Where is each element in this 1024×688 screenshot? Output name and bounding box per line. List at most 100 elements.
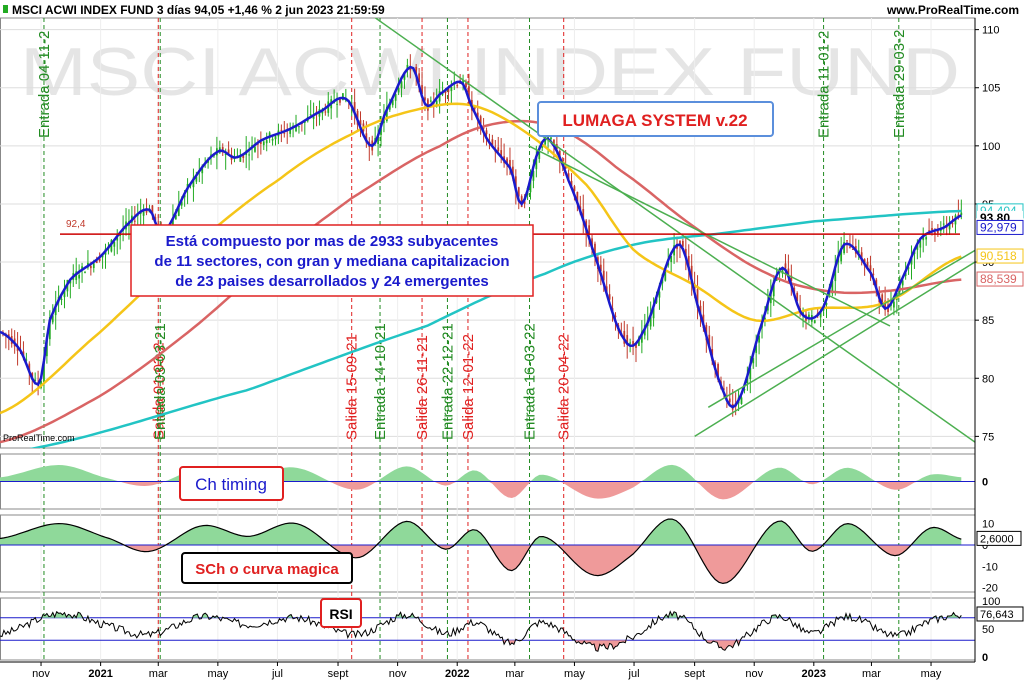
candle-body (262, 141, 265, 146)
candle-body (570, 180, 573, 187)
candle-body (514, 176, 517, 191)
candle-body (884, 300, 886, 311)
candle-body (881, 294, 884, 303)
candle-body (468, 86, 470, 104)
candle-body (925, 237, 928, 240)
candle-body (312, 116, 315, 119)
candle-body (98, 258, 101, 262)
candle-body (640, 331, 643, 343)
candle-body (151, 205, 154, 215)
candle-body (336, 103, 338, 105)
candle-body (224, 153, 227, 156)
x-tick-label: mar (505, 668, 524, 680)
candle-body (796, 292, 799, 302)
candle-body (916, 244, 919, 250)
x-tick-label: nov (32, 668, 50, 680)
candle-body (849, 246, 851, 248)
candle-body (608, 294, 611, 300)
candle-body (936, 229, 939, 234)
candle-body (808, 314, 810, 320)
candle-body (485, 130, 488, 135)
candle-body (532, 170, 535, 181)
ma-cyan-line (28, 209, 962, 448)
candle-body (764, 317, 766, 321)
signal-label: Entrada 11-01-2 (816, 31, 833, 138)
candle-body (723, 388, 725, 390)
candle-body (922, 235, 925, 241)
candle-body (298, 126, 300, 128)
candle-body (535, 156, 538, 170)
signal-label: Entrada 03-03-21 (152, 323, 169, 440)
candle-body (948, 224, 951, 230)
sch-ytick-label: 10 (982, 519, 994, 531)
candle-body (951, 223, 954, 225)
candle-body (116, 237, 119, 241)
sch-ytick-label: -20 (982, 583, 998, 595)
x-tick-label: may (207, 668, 228, 680)
candle-body (479, 116, 482, 124)
sch-ytick-label: 0 (982, 540, 988, 552)
candle-body (567, 173, 570, 181)
candle-body (667, 262, 670, 266)
candle-body (772, 280, 775, 297)
candle-body (406, 64, 409, 70)
signal-label: Entrada 22-12-21 (439, 323, 456, 440)
info-box: Está compuesto por mas de 2933 subyacent… (130, 224, 534, 297)
candle-body (180, 201, 183, 206)
candle-body (324, 111, 327, 113)
rsi-label-box: RSI (320, 598, 362, 628)
candle-body (248, 154, 251, 156)
candle-body (429, 100, 432, 102)
candle-body (418, 73, 420, 83)
candle-body (421, 85, 423, 95)
candle-body (78, 275, 81, 279)
candle-body (831, 280, 834, 294)
candle-body (101, 255, 104, 258)
candle-body (869, 265, 872, 271)
price-ytick-label: 85 (982, 315, 994, 327)
candle-body (92, 263, 95, 269)
candle-body (743, 388, 746, 391)
candle-body (113, 241, 116, 247)
candle-body (394, 94, 397, 101)
right-value-label: 90,518 (980, 249, 1017, 263)
candle-body (538, 151, 541, 159)
rsi-ytick-label: 0 (982, 652, 988, 664)
candle-body (541, 145, 544, 148)
ch-timing-label: Ch timing (195, 475, 267, 494)
candle-body (602, 270, 605, 281)
signal-label: Entrada 16-03-22 (522, 323, 539, 440)
candle-body (670, 256, 673, 263)
signal-label: Entrada 04-11-2 (36, 31, 53, 138)
candle-body (928, 230, 930, 232)
candle-body (201, 166, 204, 174)
candle-body (43, 361, 45, 383)
candle-body (192, 177, 195, 188)
candle-body (752, 358, 755, 364)
right-value-box (976, 248, 1024, 264)
prorealtime-logo: ProRealTime.com (3, 433, 75, 443)
price-ytick-label: 110 (982, 25, 1000, 37)
candle-body (934, 232, 936, 234)
signal-label: Salida 20-04-22 (556, 334, 573, 440)
price-ytick-label: 105 (982, 83, 1000, 95)
candle-body (893, 301, 895, 308)
candle-body (629, 342, 632, 344)
candle-body (444, 90, 447, 94)
candle-body (749, 367, 752, 380)
candle-body (424, 97, 426, 101)
ch-timing-label-box: Ch timing (179, 466, 284, 501)
osc-negative-area (0, 544, 962, 584)
candle-body (834, 269, 837, 282)
candle-body (635, 342, 637, 348)
rsi-line (0, 610, 962, 652)
rsi-last-box (976, 606, 1024, 622)
candle-body (280, 129, 283, 131)
candle-body (500, 150, 503, 157)
right-value-label: 92,979 (980, 220, 1017, 234)
price-ytick-label: 75 (982, 431, 994, 443)
sch-label: SCh o curva magica (195, 561, 339, 578)
x-tick-label: 2023 (802, 668, 826, 680)
candle-body (227, 149, 230, 154)
x-tick-label: jul (271, 668, 283, 680)
